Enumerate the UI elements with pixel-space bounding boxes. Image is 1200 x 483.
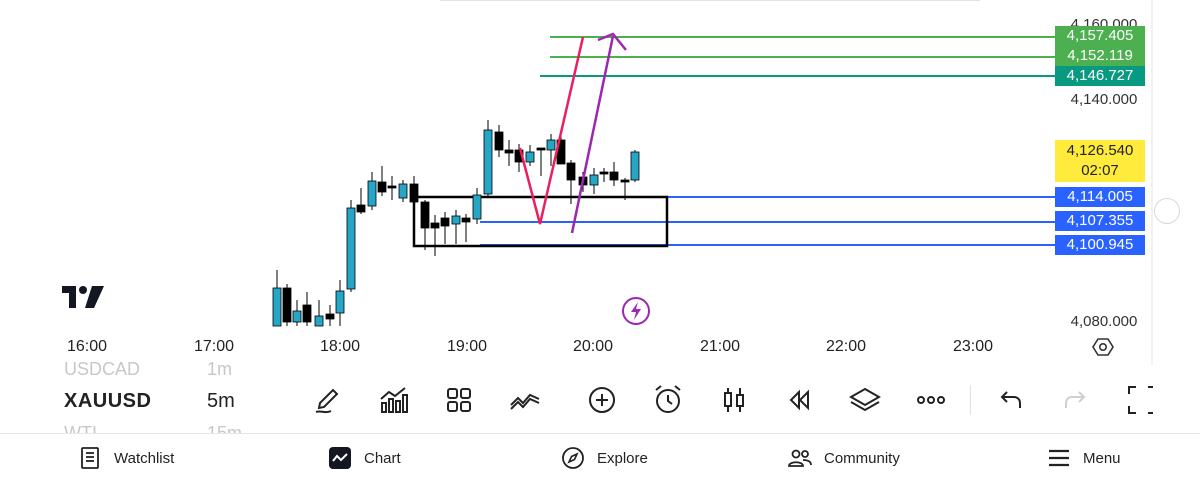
candlestick-icon[interactable] xyxy=(717,383,751,417)
undo-icon[interactable] xyxy=(993,383,1027,417)
nav-menu-label: Menu xyxy=(1083,449,1121,467)
menu-icon xyxy=(1049,449,1069,467)
price-axis-label-bottom: 4,080.000 xyxy=(1070,313,1138,330)
candle-body xyxy=(609,171,619,181)
chart-icon xyxy=(329,447,351,469)
candle-body xyxy=(367,180,377,207)
lightning-icon[interactable] xyxy=(621,296,651,326)
price-chart[interactable] xyxy=(0,0,1200,365)
time-label: 16:00 xyxy=(66,338,108,355)
candle-body xyxy=(589,174,599,186)
time-label: 23:00 xyxy=(952,338,994,355)
watchlist-icon xyxy=(81,447,99,469)
candle-body xyxy=(292,310,302,323)
time-label: 18:00 xyxy=(319,338,361,355)
purple-arrow-head xyxy=(597,32,627,51)
time-label: 17:00 xyxy=(193,338,235,355)
alarm-icon[interactable] xyxy=(651,383,685,417)
candle-body xyxy=(430,222,440,229)
candle-body xyxy=(630,151,640,181)
nav-community[interactable]: Community xyxy=(788,434,900,482)
indicators-icon[interactable] xyxy=(376,383,410,417)
candle-body xyxy=(346,207,356,290)
scroll-handle-icon[interactable] xyxy=(1154,198,1180,224)
price-tag-1: 4,157.405 xyxy=(1055,26,1145,46)
current-price-tag: 4,126.540 02:07 xyxy=(1055,140,1145,182)
nav-explore[interactable]: Explore xyxy=(561,434,648,482)
candle-body xyxy=(440,217,450,227)
candle-body xyxy=(377,181,387,193)
price-tag-6: 4,100.945 xyxy=(1055,235,1145,255)
candle-body xyxy=(272,287,282,327)
candle-body xyxy=(409,183,419,203)
bar-countdown: 02:07 xyxy=(1081,162,1119,179)
more-icon[interactable] xyxy=(914,383,948,417)
redo-icon[interactable] xyxy=(1059,383,1093,417)
candle-body xyxy=(472,194,482,220)
symbol-prev[interactable]: USDCAD xyxy=(64,359,141,379)
candle-body xyxy=(451,215,461,225)
candle-body xyxy=(302,304,312,323)
candle-body xyxy=(325,313,335,320)
price-axis-label-mid: 4,140.000 xyxy=(1070,91,1138,108)
tradingview-logo xyxy=(62,286,104,308)
candle-body xyxy=(420,201,430,229)
add-icon[interactable] xyxy=(585,383,619,417)
candle-body xyxy=(282,287,292,323)
candles xyxy=(272,120,640,327)
candle-body xyxy=(566,162,576,181)
candle-body xyxy=(387,185,397,189)
candle-body xyxy=(398,183,408,199)
candle-body xyxy=(314,315,324,327)
interval-prev[interactable]: 1m xyxy=(207,359,233,379)
layers-icon[interactable] xyxy=(848,383,882,417)
pink-path-line xyxy=(518,36,585,225)
nav-community-label: Community xyxy=(824,449,900,467)
nav-chart-label: Chart xyxy=(364,449,401,467)
time-label: 21:00 xyxy=(699,338,741,355)
pencil-icon[interactable] xyxy=(311,383,345,417)
candle-body xyxy=(546,139,556,151)
nav-watchlist-label: Watchlist xyxy=(114,449,175,467)
nav-watchlist[interactable]: Watchlist xyxy=(78,434,174,482)
apps-icon[interactable] xyxy=(442,383,476,417)
candle-body xyxy=(356,204,366,213)
symbol-current[interactable]: XAUUSD xyxy=(64,390,152,412)
candle-body xyxy=(620,179,630,183)
price-tag-5: 4,107.355 xyxy=(1055,211,1145,231)
bottom-nav: Watchlist Chart Explore Community Menu xyxy=(0,433,1200,483)
fullscreen-icon[interactable] xyxy=(1125,383,1159,417)
time-label: 19:00 xyxy=(446,338,488,355)
multi-chart-icon[interactable] xyxy=(508,383,542,417)
interval-current[interactable]: 5m xyxy=(207,390,235,412)
settings-icon[interactable] xyxy=(1092,336,1114,358)
candle-body xyxy=(483,129,493,195)
time-label: 20:00 xyxy=(572,338,614,355)
chart-area[interactable]: 4,160.000 4,140.000 4,080.000 4,157.405 … xyxy=(0,0,1200,365)
purple-arrow-line xyxy=(570,35,615,234)
price-tag-2: 4,152.119 xyxy=(1055,46,1145,66)
nav-explore-label: Explore xyxy=(597,449,648,467)
candle-body xyxy=(335,290,345,314)
candle-body xyxy=(461,217,471,223)
candle-body xyxy=(599,171,609,175)
candle-body xyxy=(494,131,504,151)
nav-menu[interactable]: Menu xyxy=(1047,434,1121,482)
zone-rectangle xyxy=(412,195,669,248)
candle-body xyxy=(504,149,514,154)
replay-icon[interactable] xyxy=(782,383,816,417)
community-icon xyxy=(788,449,812,467)
candle-body xyxy=(536,147,546,151)
toolbar-divider xyxy=(970,385,971,415)
compass-icon xyxy=(562,447,584,469)
current-price: 4,126.540 xyxy=(1066,142,1134,159)
candle-body xyxy=(525,151,535,163)
nav-chart[interactable]: Chart xyxy=(328,434,401,482)
price-tag-4: 4,114.005 xyxy=(1055,187,1145,207)
price-tag-3: 4,146.727 xyxy=(1055,66,1145,86)
time-label: 22:00 xyxy=(825,338,867,355)
